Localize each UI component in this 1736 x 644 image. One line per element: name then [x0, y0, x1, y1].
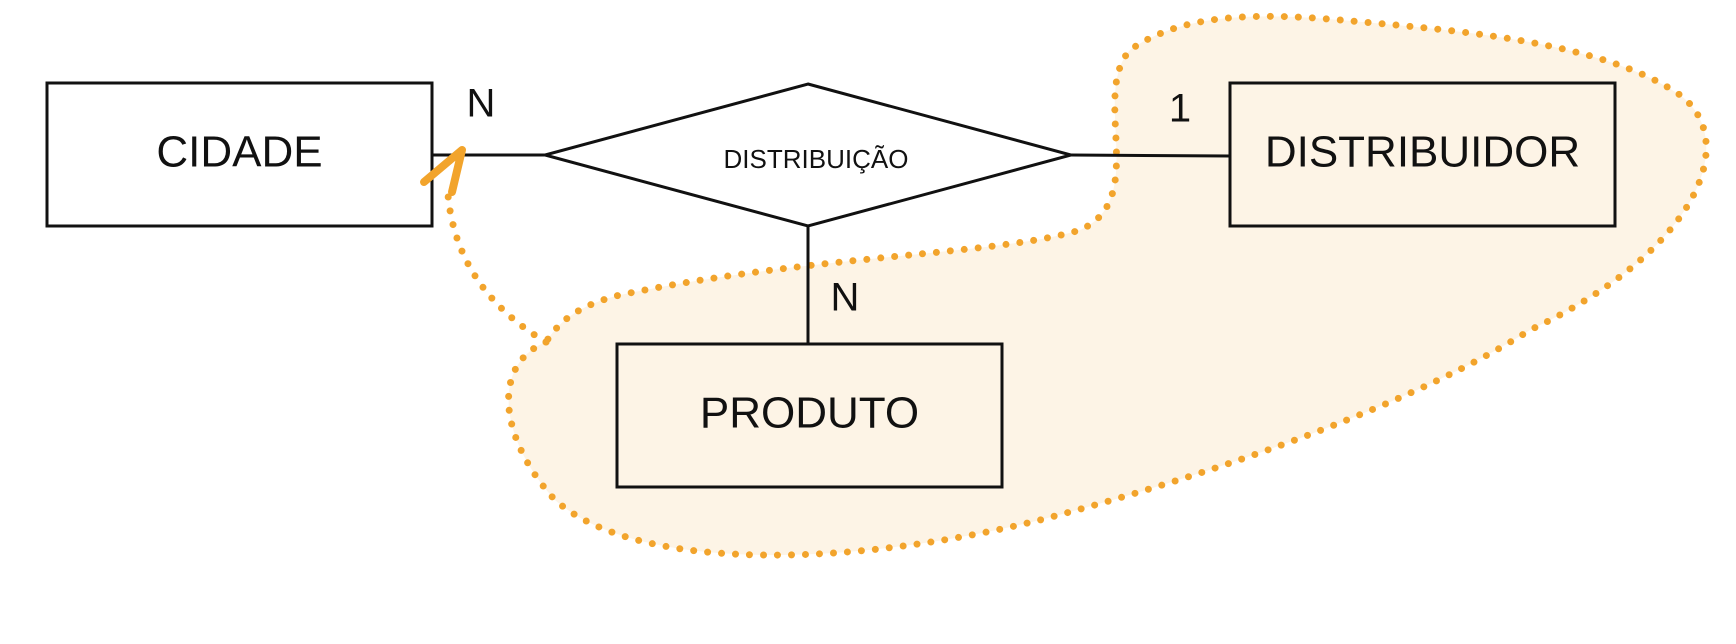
relationship-label: DISTRIBUIÇÃO [724, 144, 909, 174]
entity-cidade: CIDADE [45, 81, 434, 228]
cardinality-distribuidor: 1 [1169, 87, 1191, 131]
entity-produto-label: PRODUTO [700, 389, 919, 438]
highlight-tail [444, 191, 550, 346]
entity-produto: PRODUTO [615, 342, 1004, 489]
connector-distribuidor [1070, 153, 1231, 158]
entity-distribuidor-label: DISTRIBUIDOR [1265, 128, 1580, 177]
entity-distribuidor: DISTRIBUIDOR [1228, 81, 1617, 228]
cardinality-produto: N [831, 276, 860, 320]
relationship-distribuicao: DISTRIBUIÇÃO [539, 82, 1077, 228]
entity-cidade-label: CIDADE [156, 128, 322, 177]
handwritten-one-mark [420, 146, 466, 196]
cardinality-cidade: N [467, 82, 496, 126]
